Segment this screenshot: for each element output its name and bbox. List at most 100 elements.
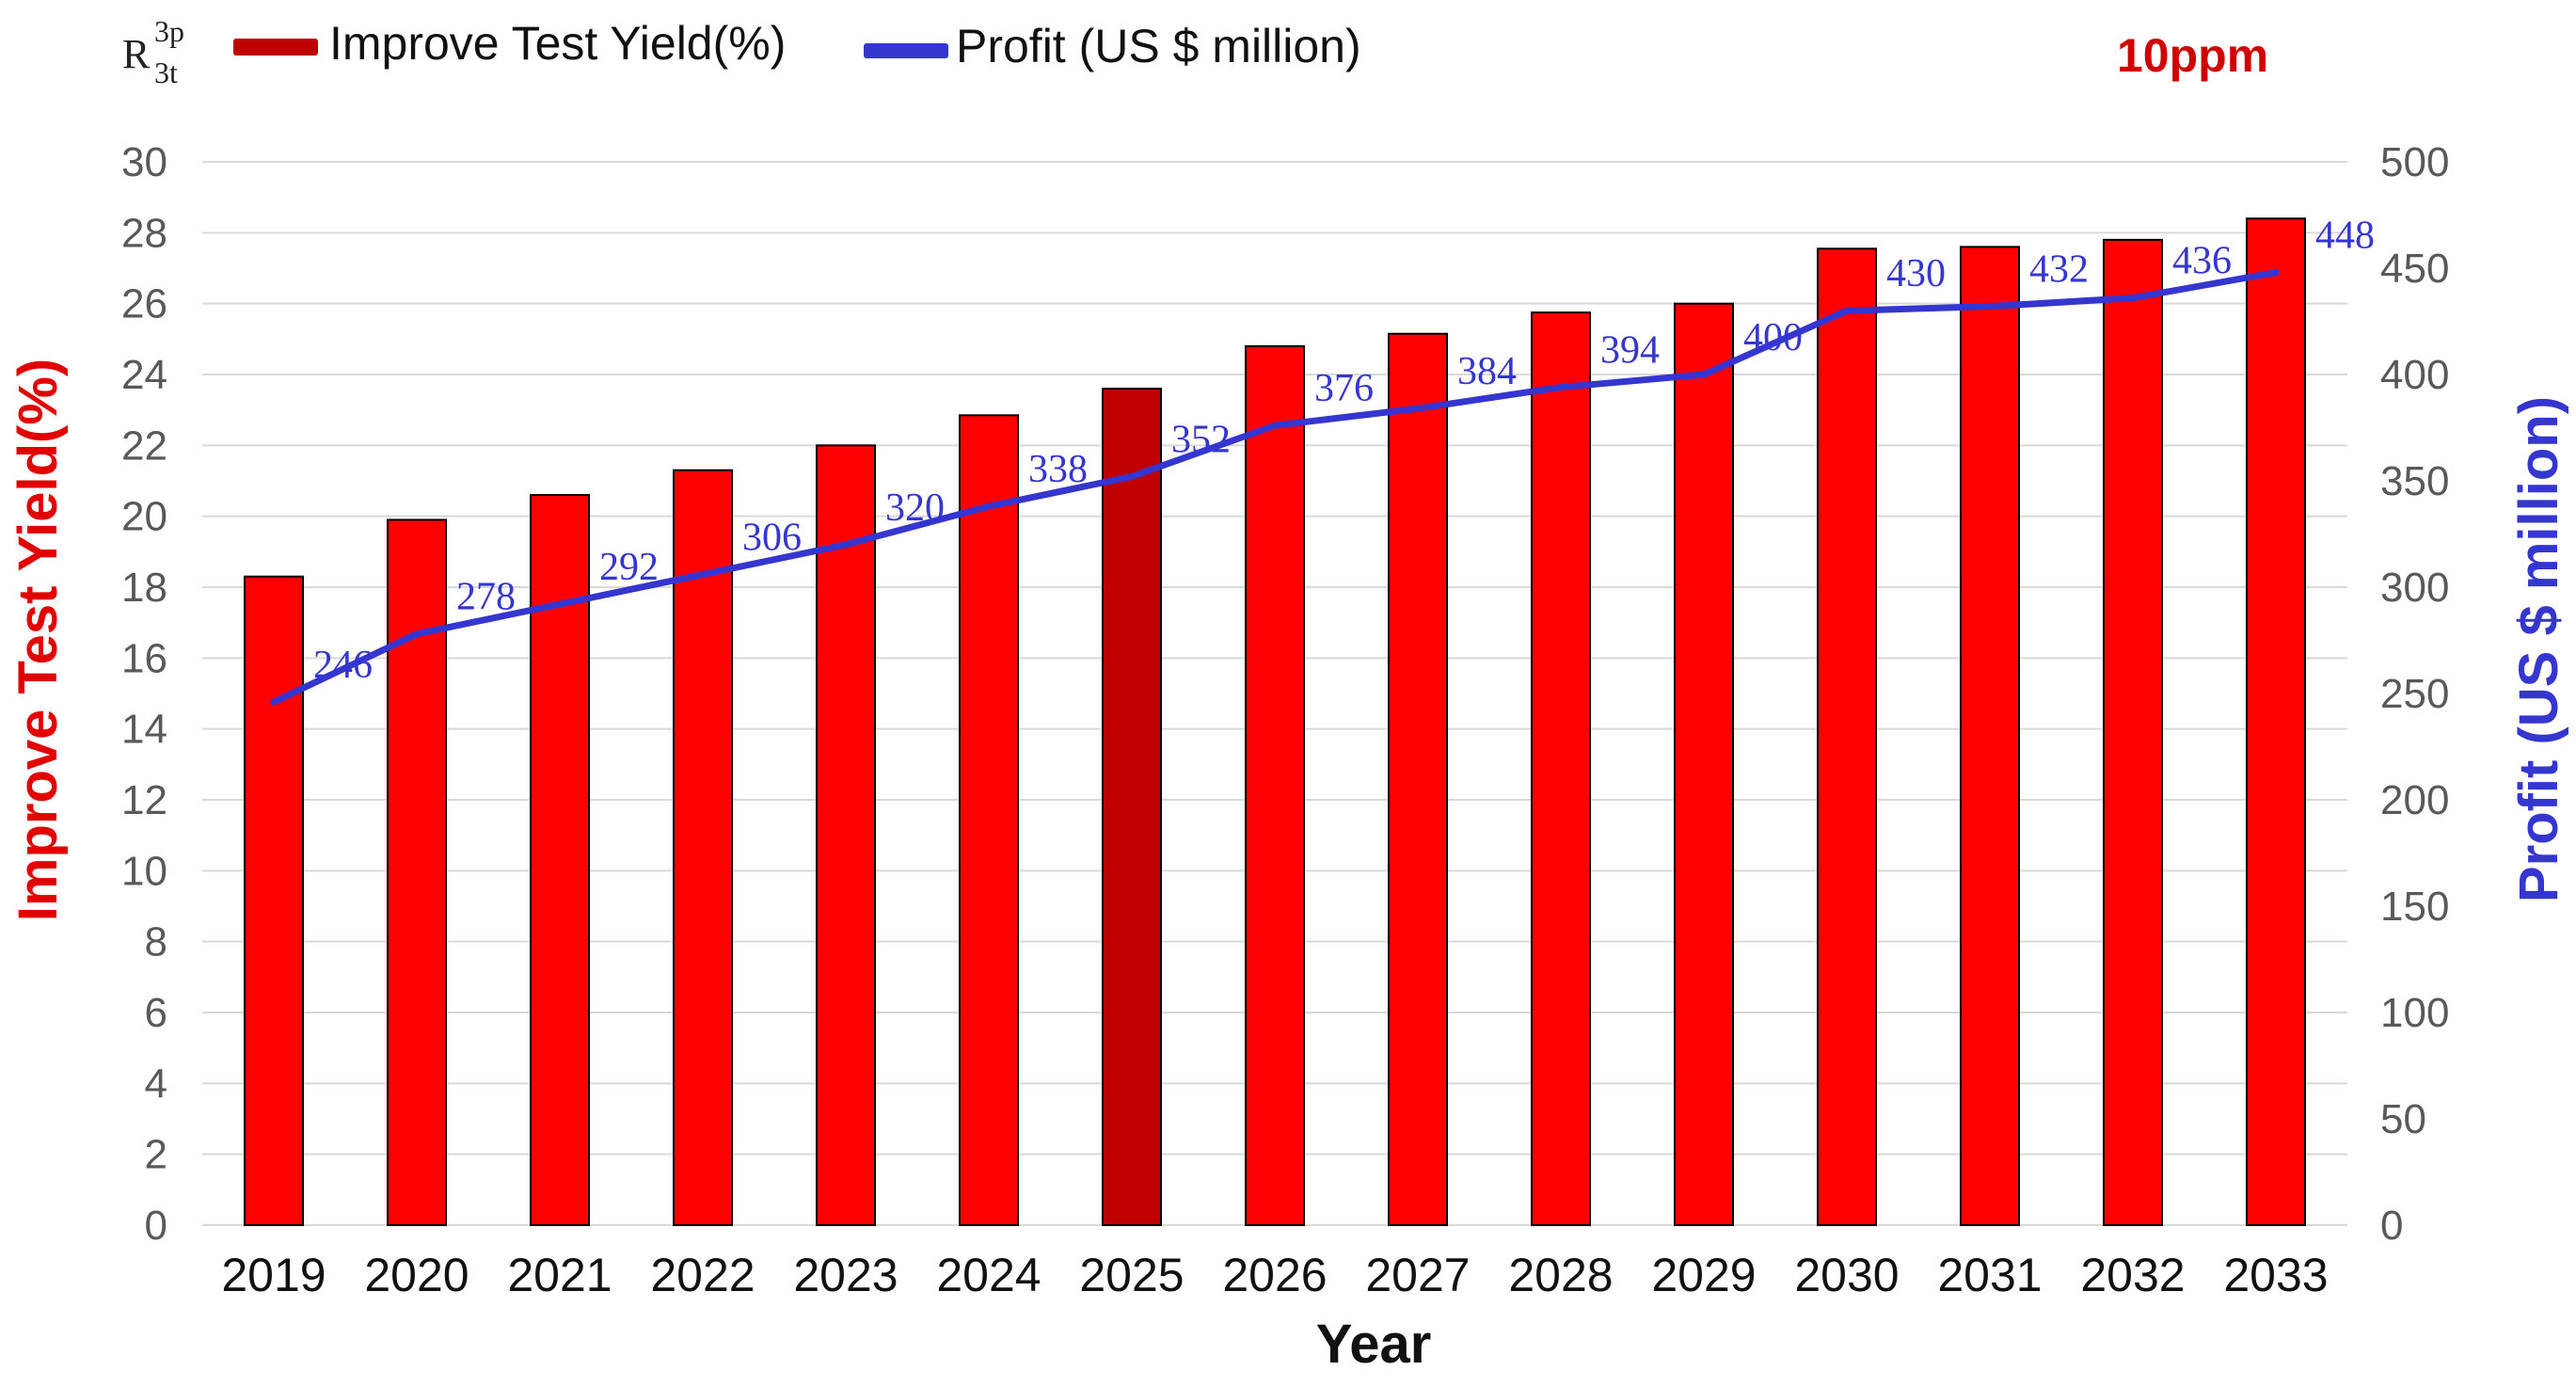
line-point <box>2129 295 2137 302</box>
y-left-tick-label: 28 <box>121 210 167 256</box>
bar <box>1245 344 1305 1227</box>
x-tick-label: 2027 <box>1365 1249 1470 1301</box>
x-tick-label: 2033 <box>2223 1249 2328 1301</box>
data-label: 448 <box>2315 215 2375 258</box>
data-label: 430 <box>1886 252 1946 295</box>
x-tick-label: 2022 <box>650 1249 755 1301</box>
y-right-tick-label: 0 <box>2380 1203 2403 1249</box>
line-point <box>1700 371 1708 378</box>
y-right-tick-label: 200 <box>2380 777 2449 823</box>
bar <box>2103 238 2163 1226</box>
axis-text: 0246810121416182022242628300501001502002… <box>121 139 2449 1301</box>
y-right-tick-label: 150 <box>2380 884 2449 930</box>
data-label: 436 <box>2172 240 2232 283</box>
bar <box>1674 302 1734 1226</box>
data-label: 306 <box>742 516 802 559</box>
legend-prefix-base: R <box>122 31 151 77</box>
y-right-tick-label: 250 <box>2380 671 2449 717</box>
line-point <box>1986 303 1994 311</box>
y-left-tick-label: 12 <box>121 777 167 823</box>
line-point <box>1843 307 1851 314</box>
y-left-tick-label: 2 <box>145 1132 167 1178</box>
bar <box>1388 332 1448 1226</box>
data-label: 432 <box>2029 248 2089 292</box>
line-point <box>270 698 278 706</box>
y-axis-left-title: Improve Test Yield(%) <box>8 359 69 921</box>
x-tick-label: 2024 <box>936 1249 1041 1301</box>
legend: R 3p 3t Improve Test Yield(%) Profit (US… <box>122 14 1361 89</box>
line-point <box>985 502 993 510</box>
line-series: 246 278 292 306 320 338 352 376 384 394 400 430 432 4… <box>270 215 2375 706</box>
bar <box>1817 247 1877 1226</box>
bar <box>959 414 1019 1227</box>
x-tick-label: 2031 <box>1937 1249 2042 1301</box>
line-point <box>413 630 421 638</box>
x-tick-label: 2026 <box>1222 1249 1327 1301</box>
bar-series <box>244 217 2306 1227</box>
bar <box>244 575 304 1226</box>
legend-label-yield: Improve Test Yield(%) <box>329 17 786 70</box>
data-label: 320 <box>885 486 945 530</box>
y-left-tick-label: 0 <box>145 1203 167 1249</box>
y-right-tick-label: 450 <box>2380 246 2449 292</box>
data-label: 376 <box>1314 367 1374 410</box>
y-left-tick-label: 6 <box>145 990 167 1036</box>
data-label: 400 <box>1743 316 1803 359</box>
x-tick-label: 2032 <box>2080 1249 2185 1301</box>
x-axis-title: Year <box>1316 1314 1432 1375</box>
legend-swatch-yield <box>233 39 318 56</box>
data-label: 246 <box>313 644 373 687</box>
x-tick-label: 2020 <box>364 1249 469 1301</box>
y-left-tick-label: 26 <box>121 281 167 327</box>
x-tick-label: 2023 <box>793 1249 898 1301</box>
line-point <box>1271 422 1279 429</box>
y-right-tick-label: 400 <box>2380 352 2449 398</box>
y-right-tick-label: 350 <box>2380 458 2449 504</box>
y-left-tick-label: 14 <box>121 707 167 753</box>
bar <box>673 469 733 1226</box>
y-left-tick-label: 30 <box>121 139 167 185</box>
line-point <box>556 600 564 608</box>
data-label: 384 <box>1457 350 1517 393</box>
y-left-tick-label: 24 <box>121 352 167 398</box>
y-axis-right-title: Profit (US $ million) <box>2508 396 2569 902</box>
x-tick-label: 2019 <box>221 1249 326 1301</box>
data-label: 292 <box>599 546 659 589</box>
line-point <box>1414 405 1422 412</box>
annotation-10ppm: 10ppm <box>2117 29 2268 82</box>
bar <box>530 494 590 1226</box>
data-label: 338 <box>1028 448 1088 491</box>
data-label: 352 <box>1171 418 1231 461</box>
legend-prefix-sub: 3t <box>154 56 178 89</box>
data-label: 394 <box>1600 329 1660 373</box>
bar <box>1531 311 1591 1227</box>
y-left-tick-label: 20 <box>121 494 167 540</box>
legend-prefix-sup: 3p <box>154 14 184 48</box>
bar <box>1960 246 2020 1226</box>
y-left-tick-label: 10 <box>121 848 167 894</box>
y-right-tick-label: 300 <box>2380 565 2449 611</box>
line-point <box>842 541 850 549</box>
bar <box>2246 217 2306 1226</box>
y-left-tick-label: 8 <box>145 919 167 965</box>
line-point <box>699 570 707 578</box>
data-label: 278 <box>456 576 516 619</box>
legend-label-profit: Profit (US $ million) <box>956 20 1361 72</box>
x-tick-label: 2021 <box>507 1249 612 1301</box>
line-point <box>1557 384 1565 391</box>
y-right-tick-label: 500 <box>2380 139 2449 185</box>
y-right-tick-label: 100 <box>2380 990 2449 1036</box>
bar <box>387 518 447 1226</box>
y-left-tick-label: 4 <box>145 1060 167 1107</box>
bar <box>1102 388 1162 1227</box>
x-tick-label: 2025 <box>1079 1249 1184 1301</box>
bar <box>816 444 876 1227</box>
x-tick-label: 2029 <box>1651 1249 1756 1301</box>
legend-swatch-profit <box>864 43 948 58</box>
y-left-tick-label: 18 <box>121 565 167 611</box>
x-tick-label: 2030 <box>1794 1249 1899 1301</box>
line-point <box>1128 472 1136 480</box>
y-left-tick-label: 22 <box>121 422 167 469</box>
y-right-tick-label: 50 <box>2380 1096 2426 1142</box>
